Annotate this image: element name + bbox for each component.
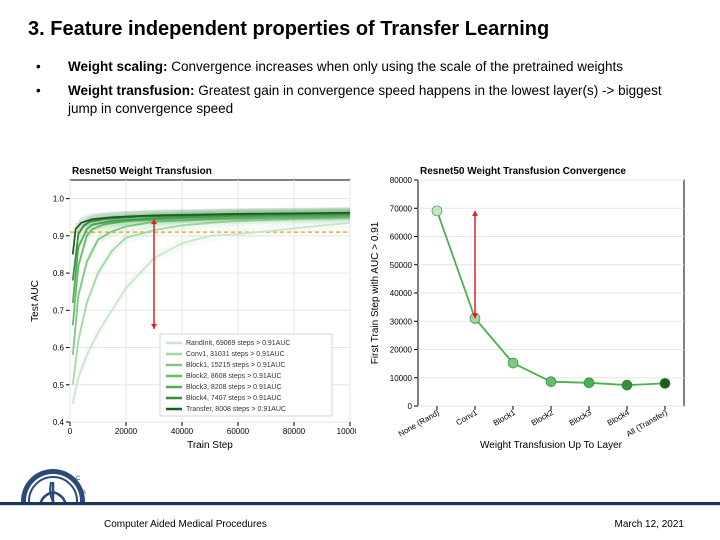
bullet-list: • Weight scaling: Convergence increases … xyxy=(36,58,692,125)
svg-text:A: A xyxy=(82,490,86,496)
footer-left-text: Computer Aided Medical Procedures xyxy=(104,519,267,530)
svg-text:Weight Transfusion Up To Layer: Weight Transfusion Up To Layer xyxy=(480,440,623,451)
svg-text:40000: 40000 xyxy=(171,427,194,436)
svg-text:Block3: Block3 xyxy=(568,408,594,428)
svg-text:Train Step: Train Step xyxy=(187,440,233,451)
svg-text:Conv1, 31031 steps > 0.91AUC: Conv1, 31031 steps > 0.91AUC xyxy=(186,351,285,358)
footer-right-text: March 12, 2021 xyxy=(615,519,685,530)
svg-text:100000: 100000 xyxy=(337,427,356,436)
svg-text:Block3, 8208 steps > 0.91AUC: Block3, 8208 steps > 0.91AUC xyxy=(186,384,282,391)
svg-text:10000: 10000 xyxy=(390,374,413,383)
svg-text:Block4: Block4 xyxy=(606,408,632,428)
svg-text:RandInit, 69069 steps > 0.91AU: RandInit, 69069 steps > 0.91AUC xyxy=(186,340,290,347)
bullet-rest: Convergence increases when only using th… xyxy=(168,59,624,74)
svg-text:0.5: 0.5 xyxy=(53,381,65,390)
bullet-text: Weight scaling: Convergence increases wh… xyxy=(68,58,692,76)
svg-text:Test AUC: Test AUC xyxy=(30,280,41,322)
svg-text:0.7: 0.7 xyxy=(53,306,65,315)
svg-text:Block1, 15215 steps > 0.91AUC: Block1, 15215 steps > 0.91AUC xyxy=(186,362,285,369)
svg-text:60000: 60000 xyxy=(390,233,413,242)
svg-text:Conv1: Conv1 xyxy=(454,408,479,428)
svg-text:Resnet50 Weight Transfusion: Resnet50 Weight Transfusion xyxy=(72,166,212,177)
svg-text:0: 0 xyxy=(408,402,413,411)
slide-title: 3. Feature independent properties of Tra… xyxy=(28,18,549,41)
footer: Computer Aided Medical Procedures March … xyxy=(0,502,720,540)
svg-text:None (Rand): None (Rand) xyxy=(397,408,441,439)
svg-text:Transfer, 8008 steps > 0.91AUC: Transfer, 8008 steps > 0.91AUC xyxy=(186,406,286,413)
svg-text:C: C xyxy=(76,476,81,482)
svg-text:20000: 20000 xyxy=(115,427,138,436)
svg-text:80000: 80000 xyxy=(283,427,306,436)
svg-text:Block1: Block1 xyxy=(492,408,518,428)
svg-text:All (Transfer): All (Transfer) xyxy=(625,408,670,439)
right-chart: 0 10000 20000 30000 40000 50000 60000 70000 8000… xyxy=(364,162,694,452)
svg-text:Block2, 8608 steps > 0.91AUC: Block2, 8608 steps > 0.91AUC xyxy=(186,373,282,380)
bullet-marker: • xyxy=(36,82,68,118)
svg-text:30000: 30000 xyxy=(390,317,413,326)
svg-text:70000: 70000 xyxy=(390,204,413,213)
bullet-marker: • xyxy=(36,58,68,76)
bullet-item: • Weight scaling: Convergence increases … xyxy=(36,58,692,76)
svg-text:0.6: 0.6 xyxy=(53,344,65,353)
svg-text:80000: 80000 xyxy=(390,176,413,185)
svg-text:20000: 20000 xyxy=(390,346,413,355)
bullet-item: • Weight transfusion: Greatest gain in c… xyxy=(36,82,692,118)
svg-text:Block4, 7407 steps > 0.91AUC: Block4, 7407 steps > 0.91AUC xyxy=(186,395,282,402)
bullet-text: Weight transfusion: Greatest gain in con… xyxy=(68,82,692,118)
bullet-lead: Weight transfusion: xyxy=(68,83,195,98)
svg-text:1.0: 1.0 xyxy=(53,195,65,204)
svg-text:Block2: Block2 xyxy=(530,408,556,428)
svg-text:First Train Step with AUC > 0.: First Train Step with AUC > 0.91 xyxy=(370,221,381,364)
bullet-lead: Weight scaling: xyxy=(68,59,168,74)
svg-text:60000: 60000 xyxy=(227,427,250,436)
charts-area: 0.4 0.5 0.6 0.7 0.8 0.9 1.0 0 20000 40000 60000 800… xyxy=(26,162,694,458)
svg-text:Resnet50 Weight Transfusion Co: Resnet50 Weight Transfusion Convergence xyxy=(420,166,626,177)
svg-text:50000: 50000 xyxy=(390,261,413,270)
left-chart: 0.4 0.5 0.6 0.7 0.8 0.9 1.0 0 20000 40000 60000 800… xyxy=(26,162,356,452)
svg-text:40000: 40000 xyxy=(390,289,413,298)
svg-text:0: 0 xyxy=(68,427,73,436)
svg-text:0.8: 0.8 xyxy=(53,269,65,278)
svg-text:0.9: 0.9 xyxy=(53,232,65,241)
svg-text:0.4: 0.4 xyxy=(53,418,65,427)
